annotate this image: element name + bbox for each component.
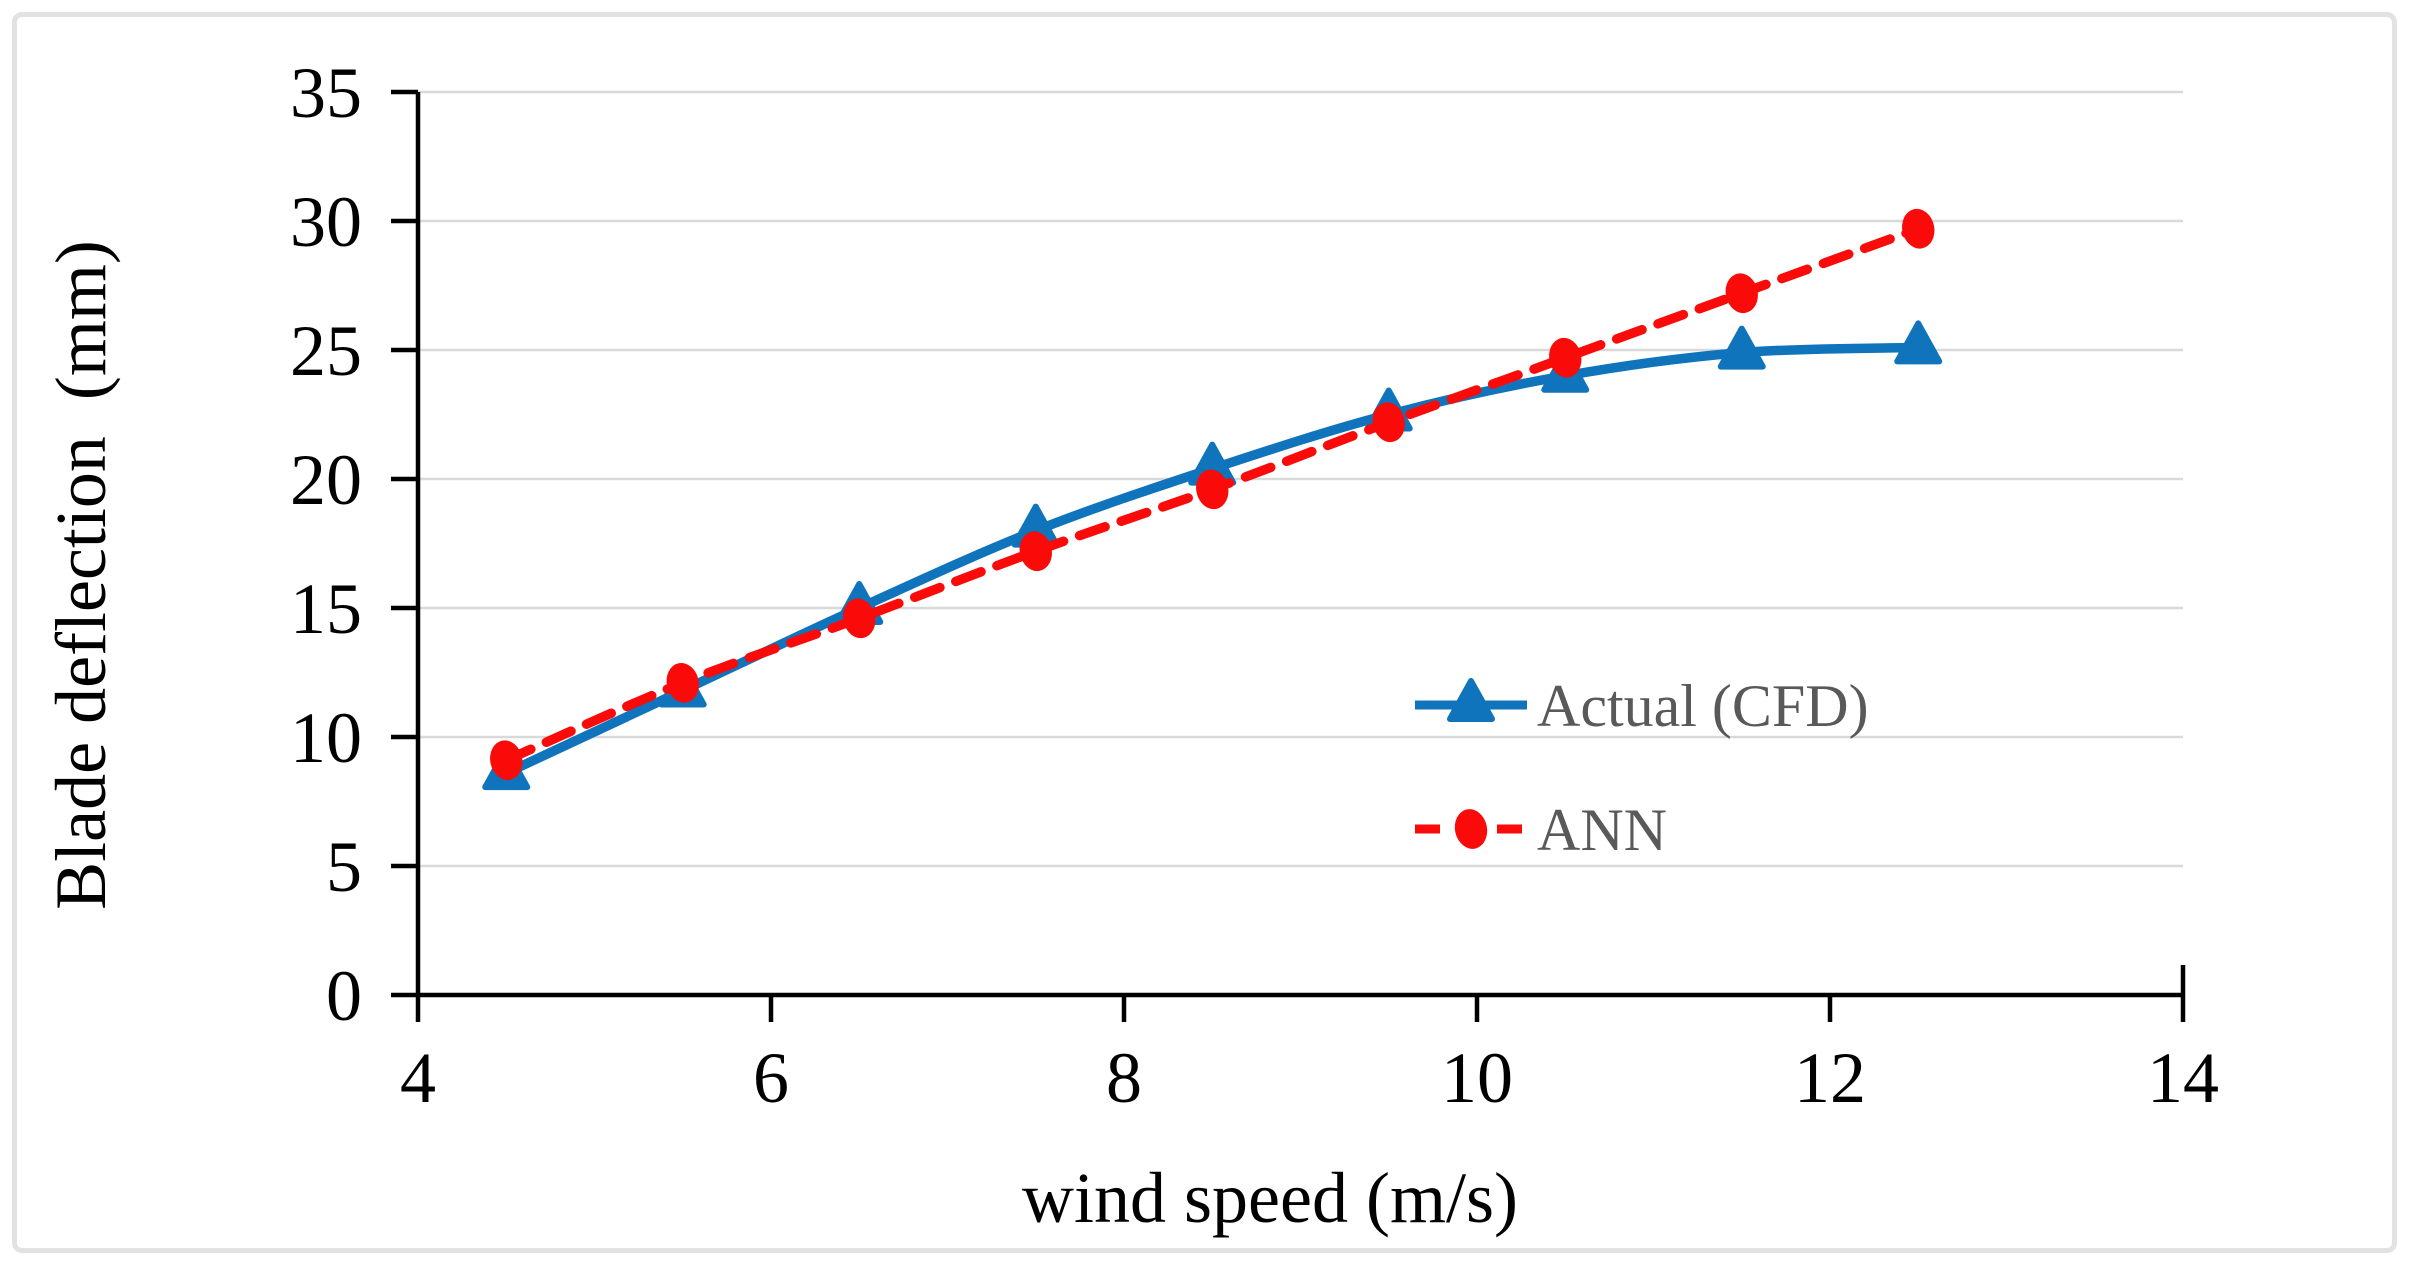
marker-ann-6.5 — [843, 598, 876, 639]
marker-ann-10.5 — [1549, 337, 1582, 378]
legend-marker-actual-cfd — [1447, 678, 1495, 722]
gridlines — [418, 90, 2183, 868]
y-tick-label-25: 25 — [290, 311, 362, 391]
axes — [391, 89, 2186, 1022]
marker-actual-cfd-11.5 — [1717, 325, 1766, 370]
x-tick-label-8: 8 — [1106, 1038, 1142, 1118]
x-axis-title: wind speed (m/s) — [1022, 1158, 1518, 1238]
marker-actual-cfd-12.5 — [1894, 320, 1943, 365]
marker-ann-4.5 — [490, 740, 523, 781]
series-layer — [482, 208, 1943, 791]
legend-marker-ann — [1454, 809, 1488, 849]
y-tick-label-15: 15 — [290, 569, 362, 649]
marker-ann-8.5 — [1196, 469, 1229, 510]
tick-labels: 0 5 10 15 20 25 30 35 4 6 8 10 12 14 — [290, 53, 2219, 1118]
y-tick-label-0: 0 — [326, 956, 362, 1036]
y-tick-label-30: 30 — [290, 182, 362, 262]
marker-ann-11.5 — [1725, 273, 1758, 314]
x-tick-label-6: 6 — [753, 1038, 789, 1118]
legend-label-ann: ANN — [1537, 797, 1667, 863]
y-tick-label-10: 10 — [290, 698, 362, 778]
x-tick-label-4: 4 — [400, 1038, 436, 1118]
legend-swatches — [1415, 678, 1527, 849]
x-tick-label-12: 12 — [1794, 1038, 1866, 1118]
marker-ann-7.5 — [1019, 531, 1052, 572]
marker-ann-5.5 — [666, 662, 699, 703]
legend: Actual (CFD) ANN — [1415, 673, 1869, 863]
x-tick-label-10: 10 — [1441, 1038, 1513, 1118]
marker-ann-12.5 — [1902, 208, 1935, 249]
y-tick-label-35: 35 — [290, 53, 362, 133]
marker-ann-9.5 — [1372, 402, 1405, 443]
y-axis-title: Blade deflection (mm) — [41, 240, 121, 910]
y-tick-label-20: 20 — [290, 440, 362, 520]
legend-label-actual-cfd: Actual (CFD) — [1537, 673, 1869, 739]
x-tick-label-14: 14 — [2147, 1038, 2219, 1118]
y-tick-label-5: 5 — [326, 827, 362, 907]
